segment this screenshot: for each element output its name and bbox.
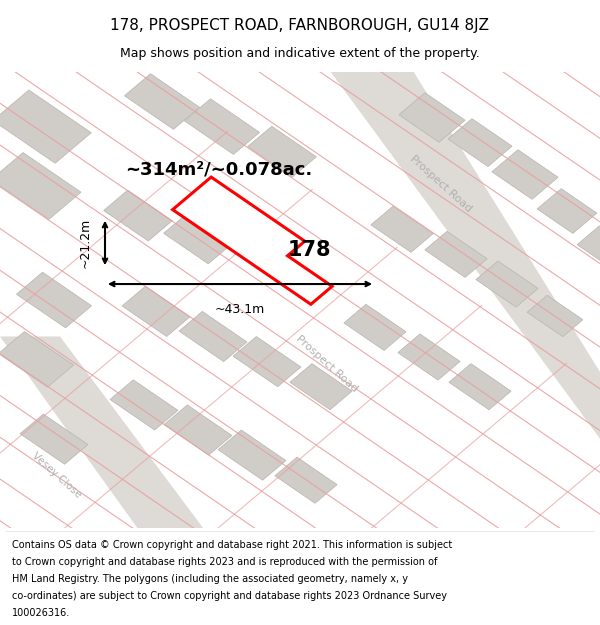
Text: co-ordinates) are subject to Crown copyright and database rights 2023 Ordnance S: co-ordinates) are subject to Crown copyr… <box>12 591 447 601</box>
Polygon shape <box>124 74 200 129</box>
Text: HM Land Registry. The polygons (including the associated geometry, namely x, y: HM Land Registry. The polygons (includin… <box>12 574 408 584</box>
Text: Map shows position and indicative extent of the property.: Map shows position and indicative extent… <box>120 47 480 60</box>
Text: Vesey Close: Vesey Close <box>31 451 83 501</box>
Polygon shape <box>0 336 210 538</box>
Polygon shape <box>248 126 316 177</box>
Polygon shape <box>16 272 92 328</box>
Polygon shape <box>164 405 232 455</box>
Polygon shape <box>275 457 337 503</box>
Text: ~21.2m: ~21.2m <box>79 218 92 268</box>
Text: 178: 178 <box>287 240 331 260</box>
Text: ~43.1m: ~43.1m <box>215 303 265 316</box>
Text: Prospect Road: Prospect Road <box>408 153 474 214</box>
Polygon shape <box>476 261 538 307</box>
Polygon shape <box>527 295 583 337</box>
Polygon shape <box>449 364 511 410</box>
Polygon shape <box>173 177 332 304</box>
Polygon shape <box>184 99 260 154</box>
Text: 100026316.: 100026316. <box>12 608 70 618</box>
Polygon shape <box>344 304 406 351</box>
Polygon shape <box>179 311 247 362</box>
Polygon shape <box>0 331 74 387</box>
Polygon shape <box>537 189 597 233</box>
Polygon shape <box>425 231 487 278</box>
Polygon shape <box>290 364 352 410</box>
Polygon shape <box>399 92 465 142</box>
Polygon shape <box>324 62 600 455</box>
Polygon shape <box>20 414 88 464</box>
Polygon shape <box>448 119 512 166</box>
Text: Contains OS data © Crown copyright and database right 2021. This information is : Contains OS data © Crown copyright and d… <box>12 540 452 550</box>
Polygon shape <box>104 190 172 241</box>
Polygon shape <box>0 90 91 163</box>
Text: to Crown copyright and database rights 2023 and is reproduced with the permissio: to Crown copyright and database rights 2… <box>12 557 437 567</box>
Polygon shape <box>233 336 301 387</box>
Polygon shape <box>371 206 433 252</box>
Polygon shape <box>492 150 558 199</box>
Polygon shape <box>218 430 286 480</box>
Polygon shape <box>398 334 460 380</box>
Polygon shape <box>122 286 190 336</box>
Text: 178, PROSPECT ROAD, FARNBOROUGH, GU14 8JZ: 178, PROSPECT ROAD, FARNBOROUGH, GU14 8J… <box>110 18 490 33</box>
Polygon shape <box>577 226 600 269</box>
Polygon shape <box>0 152 81 219</box>
Polygon shape <box>164 213 232 264</box>
Polygon shape <box>110 380 178 430</box>
Text: Prospect Road: Prospect Road <box>294 334 360 394</box>
Text: ~314m²/~0.078ac.: ~314m²/~0.078ac. <box>125 161 313 179</box>
